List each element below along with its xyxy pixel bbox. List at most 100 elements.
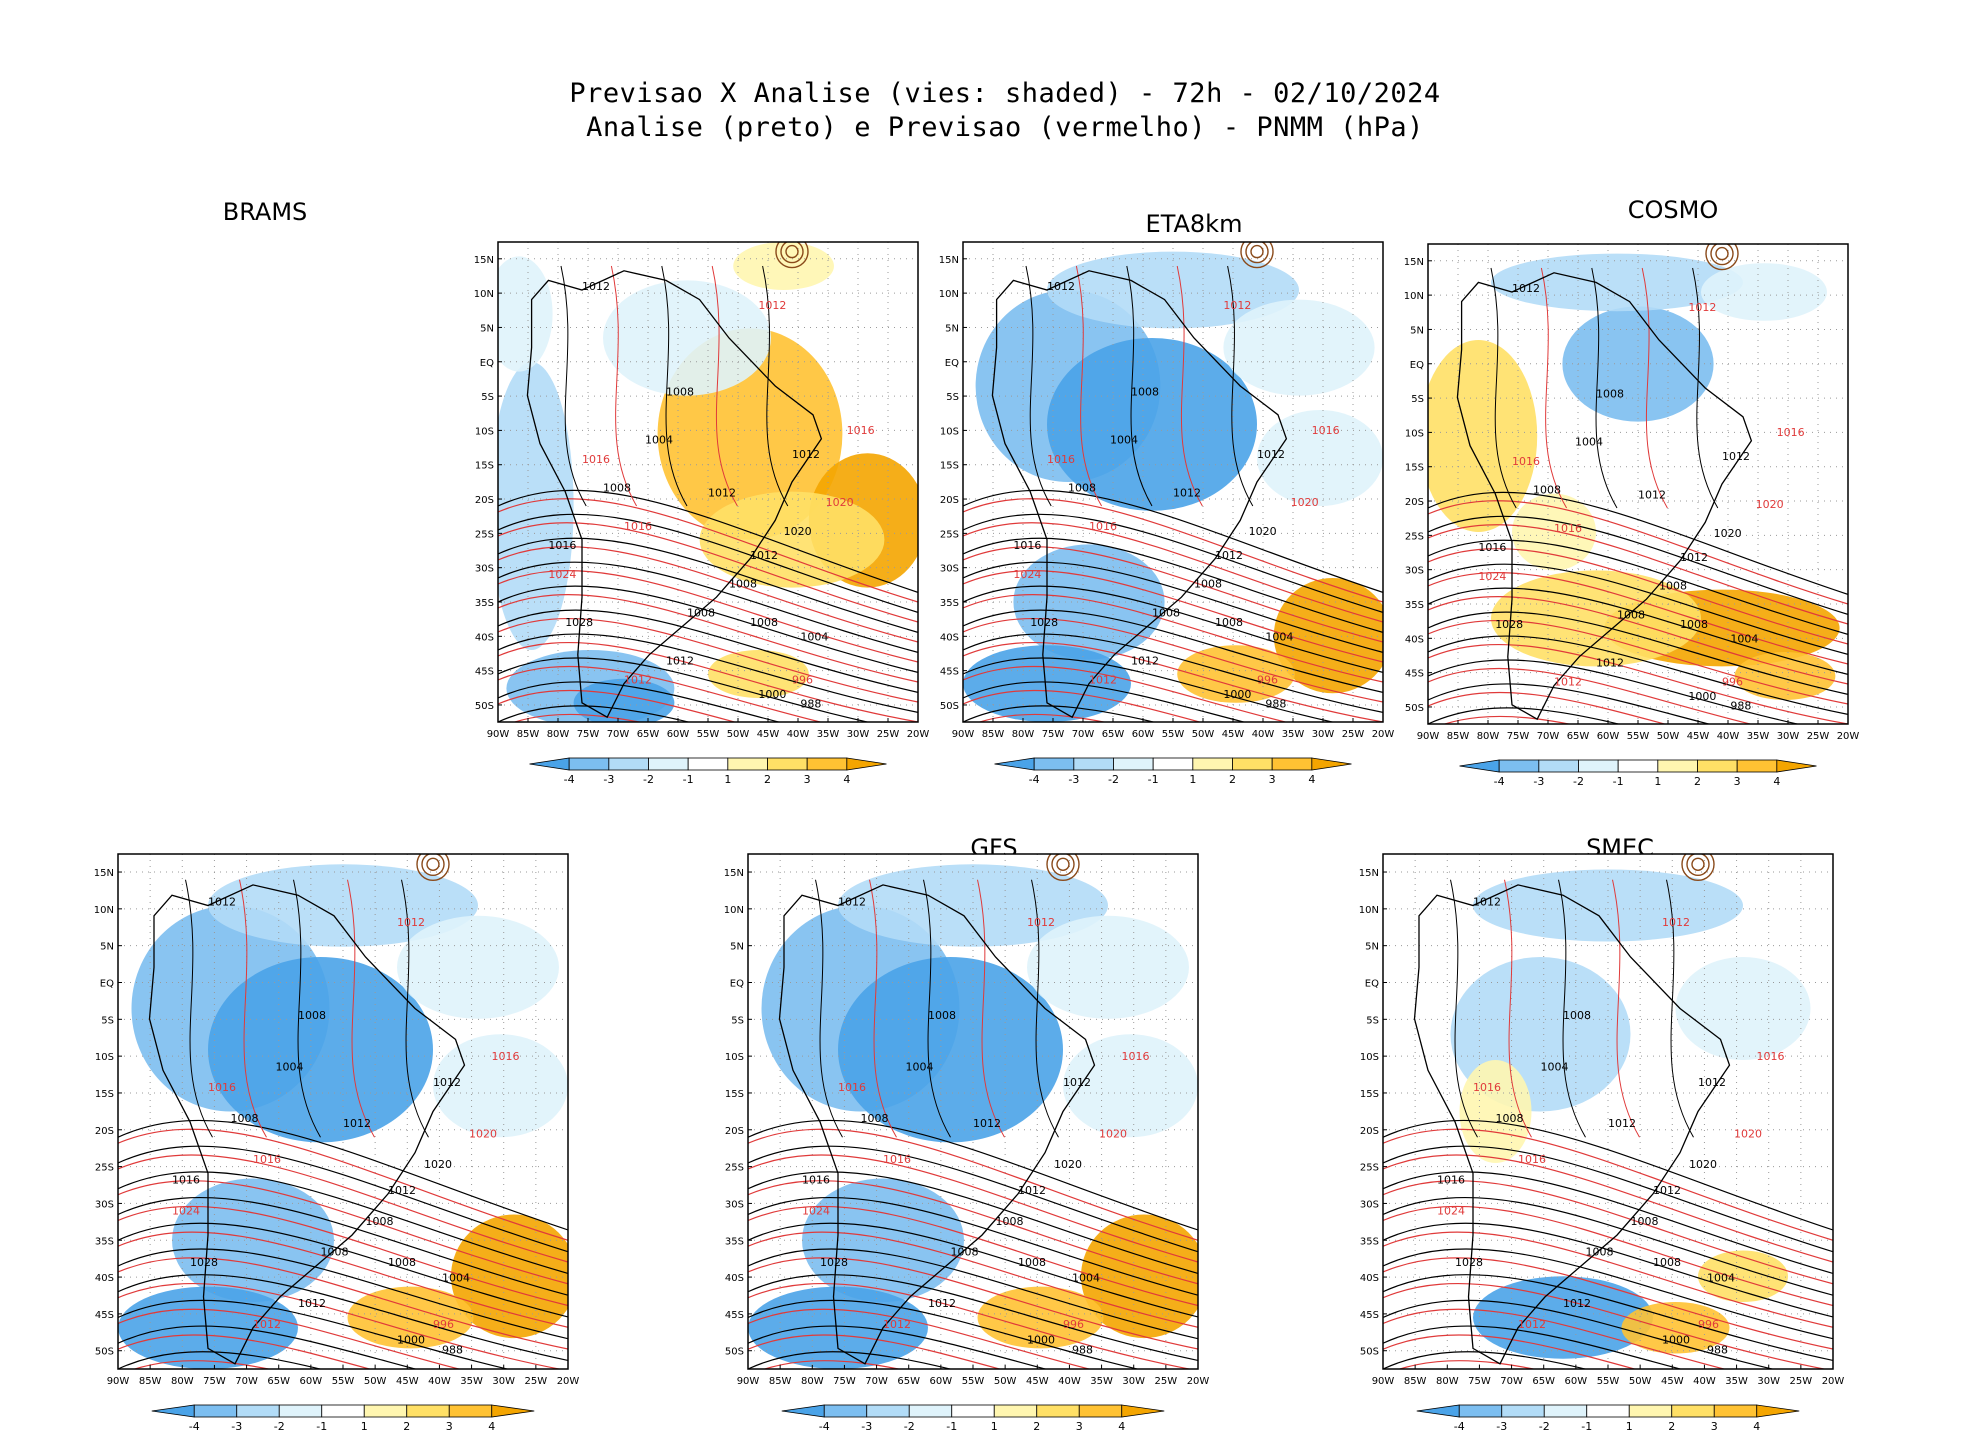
colorbar-segment bbox=[823, 1404, 868, 1418]
isobar bbox=[1558, 879, 1586, 1138]
latitude-tick-label: 35S bbox=[95, 1236, 114, 1247]
isobar-label: 988 bbox=[800, 698, 821, 711]
colorbar-label: 3 bbox=[1269, 773, 1276, 786]
forecast-isobar bbox=[748, 1154, 1198, 1263]
isobar-label: 1012 bbox=[1653, 1184, 1681, 1197]
isobar-label: 1008 bbox=[1680, 618, 1708, 631]
isobar-label: 1004 bbox=[1707, 1271, 1735, 1284]
isobar-label: 1020 bbox=[424, 1158, 452, 1171]
longitude-tick-label: 85W bbox=[769, 1376, 792, 1387]
latitude-tick-label: 10S bbox=[940, 426, 959, 437]
latitude-tick-label: 30S bbox=[725, 1199, 744, 1210]
isobar-label: 1020 bbox=[826, 496, 854, 509]
longitude-tick-label: 90W bbox=[1372, 1376, 1395, 1387]
latitude-tick-label: 35S bbox=[940, 598, 959, 609]
isobar-label: 988 bbox=[1730, 700, 1751, 713]
colorbar-label: 3 bbox=[446, 1420, 453, 1433]
colorbar-segment bbox=[1671, 1404, 1715, 1418]
analysis-isobar bbox=[118, 1145, 568, 1253]
isobar-label: 1012 bbox=[208, 896, 236, 909]
isobar-label: 1012 bbox=[708, 486, 736, 499]
isobar bbox=[762, 265, 789, 507]
analysis-isobar bbox=[118, 1248, 568, 1340]
colorbar-label: -2 bbox=[1539, 1420, 1550, 1433]
longitude-tick-label: 80W bbox=[1012, 729, 1035, 740]
isobar-label: 1012 bbox=[1223, 299, 1251, 312]
isobar-label: 996 bbox=[792, 674, 813, 687]
colorbar-segment bbox=[1192, 757, 1233, 771]
latitude-tick-label: EQ bbox=[945, 358, 959, 369]
analysis-isobar bbox=[118, 1171, 568, 1275]
isobar-label: 1012 bbox=[1638, 488, 1666, 501]
analysis-isobar bbox=[963, 585, 1383, 673]
isobar-label: 1004 bbox=[800, 630, 828, 643]
isobar-label: 1012 bbox=[1596, 656, 1624, 669]
isobar-label: 1012 bbox=[750, 549, 778, 562]
analysis-isobar bbox=[118, 1299, 510, 1369]
latitude-tick-label: 10N bbox=[939, 289, 959, 300]
colorbar-label: -1 bbox=[1148, 773, 1159, 786]
colorbar-segment bbox=[1459, 759, 1500, 773]
forecast-isobar bbox=[1428, 620, 1848, 705]
isobar-label: 1012 bbox=[1688, 301, 1716, 314]
isobar-label: 1016 bbox=[1089, 520, 1117, 533]
isobar-label: 1016 bbox=[1473, 1081, 1501, 1094]
longitude-tick-label: 40W bbox=[1693, 1376, 1716, 1387]
longitude-tick-label: 75W bbox=[577, 729, 600, 740]
isobar bbox=[610, 265, 638, 507]
colorbar-label: 3 bbox=[1076, 1420, 1083, 1433]
analysis-isobar bbox=[1428, 491, 1848, 595]
latitude-tick-label: EQ bbox=[1410, 360, 1424, 371]
latitude-tick-label: 10S bbox=[475, 426, 494, 437]
longitude-tick-label: 80W bbox=[547, 729, 570, 740]
isobar-label: 1020 bbox=[1249, 525, 1277, 538]
forecast-isobar bbox=[498, 641, 918, 722]
bias-shading-area bbox=[802, 1178, 964, 1303]
longitude-tick-label: 20W bbox=[1187, 1376, 1210, 1387]
isobar-label: 1004 bbox=[1575, 436, 1603, 449]
longitude-tick-label: 50W bbox=[1629, 1376, 1652, 1387]
colorbar-segment bbox=[1538, 759, 1579, 773]
forecast-isobar bbox=[963, 570, 1383, 663]
isobar bbox=[869, 879, 897, 1138]
isobar bbox=[239, 879, 267, 1138]
colorbar-label: -1 bbox=[1581, 1420, 1592, 1433]
longitude-tick-label: 50W bbox=[994, 1376, 1017, 1387]
forecast-isobar bbox=[1442, 715, 1572, 724]
forecast-isobar bbox=[1383, 1231, 1833, 1328]
longitude-tick-label: 65W bbox=[637, 729, 660, 740]
forecast-isobar bbox=[748, 1231, 1198, 1328]
isobar-label: 1008 bbox=[1194, 578, 1222, 591]
isobar bbox=[1666, 879, 1694, 1138]
south-america-coastline bbox=[1413, 884, 1731, 1365]
isobar-label: 1000 bbox=[1027, 1333, 1055, 1346]
isobar-label: 996 bbox=[1063, 1318, 1084, 1331]
colorbar-segment bbox=[1756, 1404, 1800, 1418]
colorbar-label: -4 bbox=[1494, 775, 1505, 788]
colorbar-segment bbox=[1121, 1404, 1165, 1418]
latitude-tick-label: 35S bbox=[1360, 1236, 1379, 1247]
isobar-label: 1008 bbox=[298, 1009, 326, 1022]
isobar-label: 1004 bbox=[645, 434, 673, 447]
forecast-isobar bbox=[1383, 1308, 1727, 1369]
colorbar-label: 4 bbox=[1753, 1420, 1760, 1433]
forecast-isobar bbox=[498, 618, 918, 703]
longitude-tick-label: 70W bbox=[1537, 731, 1560, 742]
latitude-tick-label: 30S bbox=[940, 564, 959, 575]
analysis-isobar bbox=[963, 513, 1383, 613]
forecast-isobar bbox=[118, 1128, 568, 1241]
analysis-isobar bbox=[963, 489, 1383, 593]
longitude-tick-label: 85W bbox=[517, 729, 540, 740]
longitude-tick-label: 75W bbox=[1468, 1376, 1491, 1387]
colorbar-label: 4 bbox=[843, 773, 850, 786]
analysis-isobar bbox=[498, 489, 918, 593]
analysis-isobar bbox=[748, 1145, 1198, 1253]
latitude-tick-label: 50S bbox=[475, 701, 494, 712]
isobar-label: 1028 bbox=[190, 1256, 218, 1269]
forecast-isobar bbox=[1428, 667, 1753, 724]
bias-shading-area bbox=[1257, 410, 1383, 506]
isobar-label: 1012 bbox=[1518, 1318, 1546, 1331]
colorbar-segment bbox=[1657, 759, 1698, 773]
longitude-tick-label: 85W bbox=[982, 729, 1005, 740]
longitude-tick-label: 30W bbox=[1312, 729, 1335, 740]
